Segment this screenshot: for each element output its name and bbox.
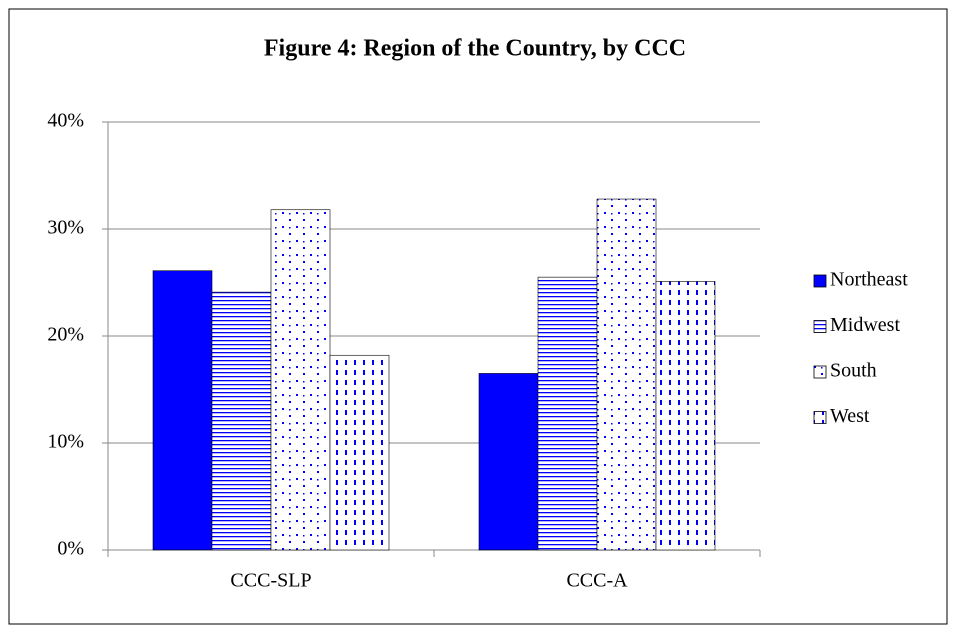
- x-tick-label: CCC-SLP: [230, 570, 311, 592]
- legend-swatch: [813, 320, 827, 333]
- y-tick-label: 30%: [47, 217, 84, 239]
- bar: [211, 291, 272, 551]
- legend-swatch: [813, 274, 827, 288]
- bar: [655, 281, 716, 551]
- bar: [596, 198, 657, 551]
- legend-label: West: [830, 405, 870, 427]
- bar: [329, 354, 390, 551]
- legend-label: Midwest: [830, 314, 900, 336]
- legend-label: South: [830, 360, 877, 382]
- chart-border: [8, 8, 948, 625]
- bar: [270, 209, 331, 551]
- y-tick-label: 40%: [47, 110, 84, 132]
- legend-swatch: [813, 411, 827, 424]
- chart-title: Figure 4: Region of the Country, by CCC: [264, 36, 686, 62]
- y-tick-label: 0%: [57, 538, 84, 560]
- legend-label: Northeast: [830, 269, 908, 291]
- bar: [152, 270, 213, 551]
- y-tick-label: 10%: [47, 431, 84, 453]
- y-tick-label: 20%: [47, 324, 84, 346]
- bar: [537, 276, 598, 551]
- bar: [478, 373, 539, 551]
- x-tick-label: CCC-A: [566, 570, 628, 592]
- legend-swatch: [813, 365, 827, 379]
